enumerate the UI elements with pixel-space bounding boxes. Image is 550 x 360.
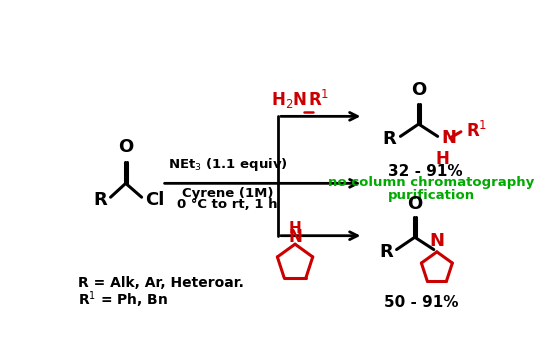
Text: R$^1$: R$^1$ [309, 90, 330, 110]
Text: O: O [411, 81, 426, 99]
Text: 32 - 91%: 32 - 91% [388, 164, 463, 179]
Text: O: O [118, 138, 133, 156]
Text: purification: purification [388, 189, 475, 202]
Text: R$^1$ = Ph, Bn: R$^1$ = Ph, Bn [78, 289, 168, 310]
Text: N: N [442, 129, 456, 147]
Text: N: N [288, 228, 302, 246]
Text: R = Alk, Ar, Heteroar.: R = Alk, Ar, Heteroar. [78, 276, 244, 290]
Text: no column chromatography: no column chromatography [328, 176, 535, 189]
Text: 50 - 91%: 50 - 91% [384, 295, 459, 310]
Text: H$_2$N: H$_2$N [272, 90, 308, 110]
Text: Cyrene (1M): Cyrene (1M) [182, 187, 273, 200]
Text: 0 °C to rt, 1 h: 0 °C to rt, 1 h [177, 198, 278, 211]
Text: O: O [407, 195, 422, 213]
Text: H: H [289, 221, 301, 237]
Text: R: R [94, 191, 107, 209]
Text: R: R [379, 243, 393, 261]
Text: NEt$_3$ (1.1 equiv): NEt$_3$ (1.1 equiv) [168, 156, 288, 172]
Text: H: H [436, 150, 449, 168]
Text: N: N [430, 232, 444, 250]
Text: R: R [383, 130, 397, 148]
Text: R$^1$: R$^1$ [465, 121, 487, 141]
Text: Cl: Cl [146, 191, 165, 209]
